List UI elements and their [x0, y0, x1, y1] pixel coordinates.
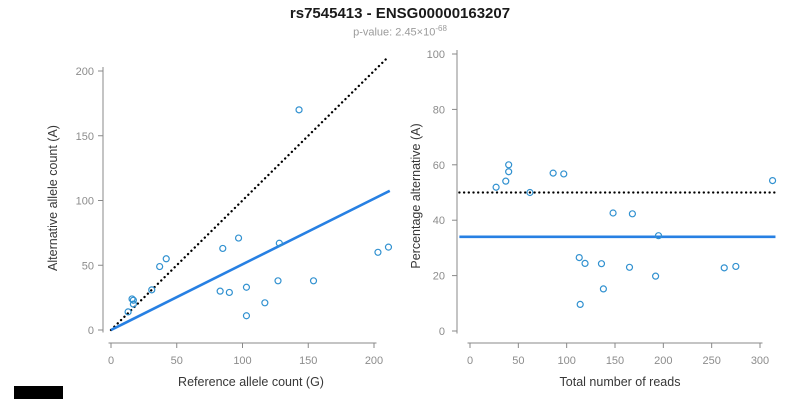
data-point: [309, 277, 318, 285]
right-plot: 0 50 100 150 200 250 300 0 20 40 60 80 100 Total numb…: [409, 49, 777, 389]
y-tick-label: 200: [76, 66, 94, 78]
identity-line: [109, 56, 389, 332]
pvalue-exponent: -68: [435, 24, 447, 33]
data-point: [599, 285, 608, 293]
data-point: [242, 283, 251, 291]
data-point: [162, 255, 170, 263]
data-point: [549, 169, 557, 177]
data-point: [124, 308, 132, 316]
data-point: [261, 299, 269, 307]
figure-title: rs7545413 - ENSG00000163207: [289, 5, 511, 22]
y-axis-title: Alternative allele count (A): [46, 125, 60, 271]
x-tick-label: 150: [299, 355, 317, 367]
data-point: [560, 170, 568, 178]
data-point: [242, 312, 251, 320]
x-tick-label: 50: [171, 355, 183, 367]
data-point: [502, 177, 510, 185]
data-point: [625, 263, 634, 271]
data-point: [597, 260, 606, 268]
y-tick-label: 50: [82, 260, 94, 272]
data-point: [275, 239, 283, 247]
data-point: [732, 262, 740, 271]
y-tick-label: 100: [76, 196, 94, 208]
data-point: [628, 210, 637, 218]
data-point: [505, 168, 513, 176]
x-tick-label: 200: [365, 355, 383, 367]
data-point: [609, 209, 617, 217]
x-axis-title: Total number of reads: [560, 375, 681, 389]
y-tick-label: 150: [76, 131, 94, 143]
y-tick-label: 0: [439, 326, 445, 338]
x-axis-title: Reference allele count (G): [178, 375, 324, 389]
data-point: [720, 264, 728, 272]
figure-subtitle: p-value: 2.45×10-68: [0, 24, 800, 39]
y-tick-label: 80: [433, 104, 445, 116]
data-point: [156, 262, 164, 271]
y-axis-title: Percentage alternative (A): [409, 123, 423, 268]
data-point: [148, 286, 156, 294]
x-tick-label: 200: [654, 355, 672, 367]
y-tick-label: 60: [433, 160, 445, 172]
y-tick-label: 100: [427, 49, 445, 61]
x-tick-label: 0: [108, 355, 114, 367]
data-point: [216, 287, 224, 295]
data-point: [225, 288, 233, 297]
data-point: [768, 176, 777, 185]
y-tick-label: 20: [433, 271, 445, 283]
data-point: [374, 248, 382, 256]
x-tick-label: 100: [233, 355, 251, 367]
data-point: [505, 161, 513, 169]
data-point: [219, 244, 227, 253]
bottom-left-marker: [14, 386, 63, 399]
left-plot: 0 50 100 150 200 0 50 100 150 200 Reference allele…: [46, 56, 393, 389]
data-point: [274, 277, 282, 285]
x-tick-label: 300: [751, 355, 769, 367]
data-point: [526, 188, 534, 197]
data-point: [581, 259, 589, 268]
data-point: [234, 234, 243, 242]
data-point: [575, 253, 583, 262]
data-point: [128, 295, 136, 303]
data-point: [129, 296, 137, 304]
x-tick-label: 250: [702, 355, 720, 367]
y-tick-label: 40: [433, 215, 445, 227]
data-point: [654, 232, 663, 240]
x-tick-label: 0: [467, 355, 473, 367]
data-point: [295, 106, 303, 114]
y-tick-label: 0: [88, 325, 94, 337]
data-point: [492, 183, 500, 191]
data-point: [384, 243, 393, 251]
pvalue-text: p-value: 2.45×10: [353, 26, 436, 39]
x-tick-label: 150: [606, 355, 624, 367]
x-tick-label: 100: [557, 355, 575, 367]
fit-line: [110, 189, 391, 332]
data-point: [652, 272, 660, 280]
x-tick-label: 50: [512, 355, 524, 367]
data-point: [576, 300, 584, 309]
